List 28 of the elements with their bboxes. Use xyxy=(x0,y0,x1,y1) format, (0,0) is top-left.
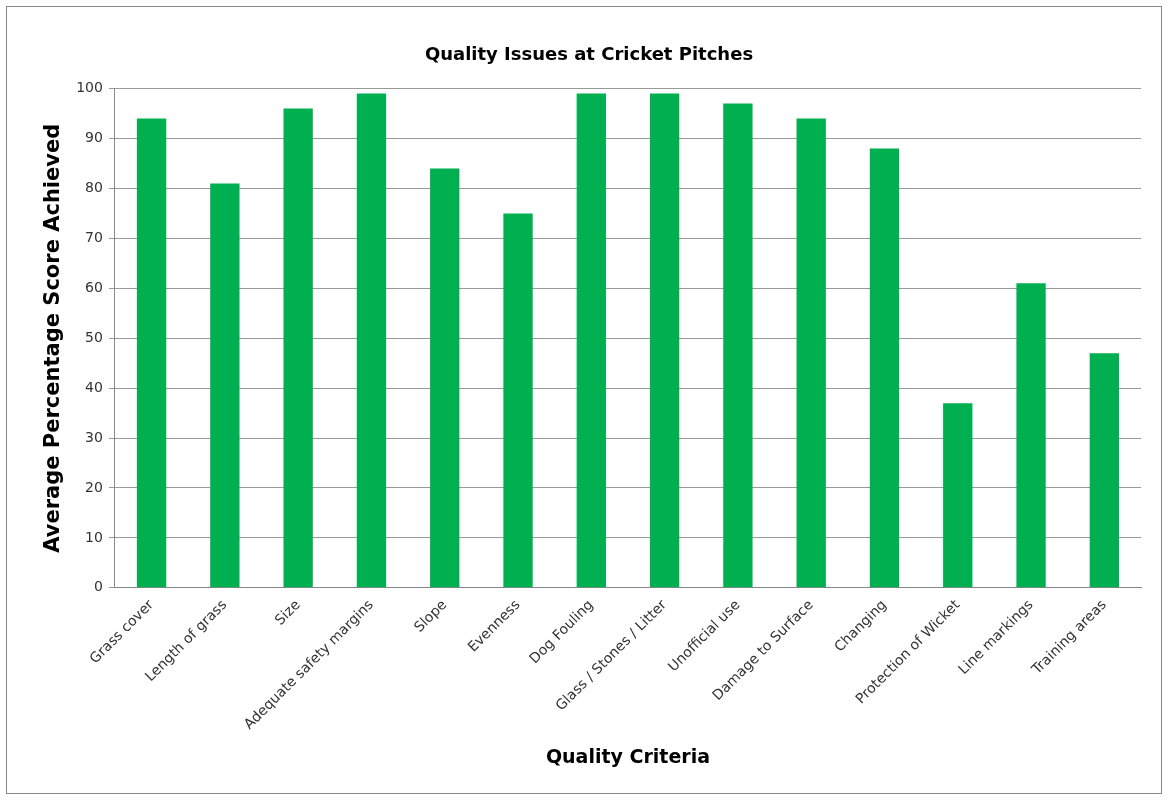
bar xyxy=(796,118,826,588)
y-tick-label: 60 xyxy=(85,278,103,295)
bar xyxy=(136,118,167,588)
y-tick-label: 70 xyxy=(85,229,103,246)
bar xyxy=(723,103,753,588)
bar xyxy=(1089,353,1120,588)
x-axis-title: Quality Criteria xyxy=(545,744,711,767)
y-tick-label: 10 xyxy=(85,528,103,545)
y-tick-label: 100 xyxy=(76,79,103,96)
bar xyxy=(576,93,606,588)
y-axis-title: Average Percentage Score Achieved xyxy=(40,123,65,553)
y-tick-label: 0 xyxy=(94,578,103,595)
bar xyxy=(503,213,533,588)
y-tick-label: 50 xyxy=(85,328,103,345)
y-tick-label: 40 xyxy=(85,378,103,395)
y-tick-label: 80 xyxy=(85,179,103,196)
y-tick-label: 90 xyxy=(85,129,103,146)
bar xyxy=(430,168,460,588)
bar xyxy=(869,148,900,588)
bar xyxy=(1016,283,1046,588)
y-tick-label: 20 xyxy=(85,478,103,495)
bar xyxy=(283,108,313,588)
y-tick-label: 30 xyxy=(85,428,103,445)
bar xyxy=(649,93,680,588)
bar xyxy=(356,93,387,588)
bar xyxy=(943,403,973,588)
chart-title: Quality Issues at Cricket Pitches xyxy=(424,43,754,65)
bar xyxy=(210,183,240,588)
